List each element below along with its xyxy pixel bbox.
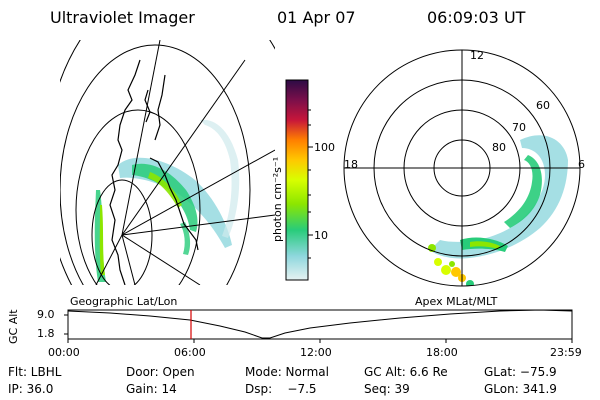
polar-label-70: 70 (512, 121, 526, 134)
meta-door: Door: Open (126, 365, 195, 379)
date-label: 01 Apr 07 (277, 8, 356, 27)
meta-gain: Gain: 14 (126, 382, 177, 396)
colorbar-tick-10: 10 (314, 229, 328, 242)
timeline-xtick-1800: 18:00 (426, 346, 458, 359)
timeline-graph (64, 309, 573, 343)
colorbar-label: photon cm⁻²s⁻¹ (271, 156, 284, 242)
polar-label-60: 60 (536, 99, 550, 112)
meta-gc-alt: GC Alt: 6.6 Re (364, 365, 448, 379)
timeline-xtick-0000: 00:00 (48, 346, 80, 359)
time-label: 06:09:03 UT (427, 8, 526, 27)
meta-glat: GLat: −75.9 (484, 365, 557, 379)
timeline-xtick-1200: 12:00 (300, 346, 332, 359)
instrument-title: Ultraviolet Imager (50, 8, 195, 27)
meta-seq: Seq: 39 (364, 382, 410, 396)
polar-plot (343, 49, 581, 287)
timeline-xtick-0600: 06:00 (174, 346, 206, 359)
polar-label-80: 80 (492, 141, 506, 154)
colorbar (285, 79, 313, 281)
timeline-right-title: Apex MLat/MLT (415, 295, 498, 308)
meta-glon: GLon: 341.9 (484, 382, 557, 396)
timeline-y-label: GC Alt (7, 309, 20, 344)
timeline-ytick-9: 9.0 (37, 308, 55, 321)
timeline-xtick-2359: 23:59 (550, 346, 582, 359)
polar-label-6: 6 (578, 158, 585, 171)
meta-dsp: Dsp: −7.5 (245, 382, 317, 396)
polar-label-12: 12 (470, 49, 484, 62)
timeline-ytick-1-8: 1.8 (37, 327, 55, 340)
meta-ip: IP: 36.0 (8, 382, 54, 396)
meta-flt: Flt: LBHL (8, 365, 62, 379)
geographic-image (60, 40, 275, 285)
polar-label-18: 18 (344, 158, 358, 171)
meta-mode: Mode: Normal (245, 365, 329, 379)
timeline-left-title: Geographic Lat/Lon (70, 295, 178, 308)
colorbar-tick-100: 100 (314, 141, 335, 154)
